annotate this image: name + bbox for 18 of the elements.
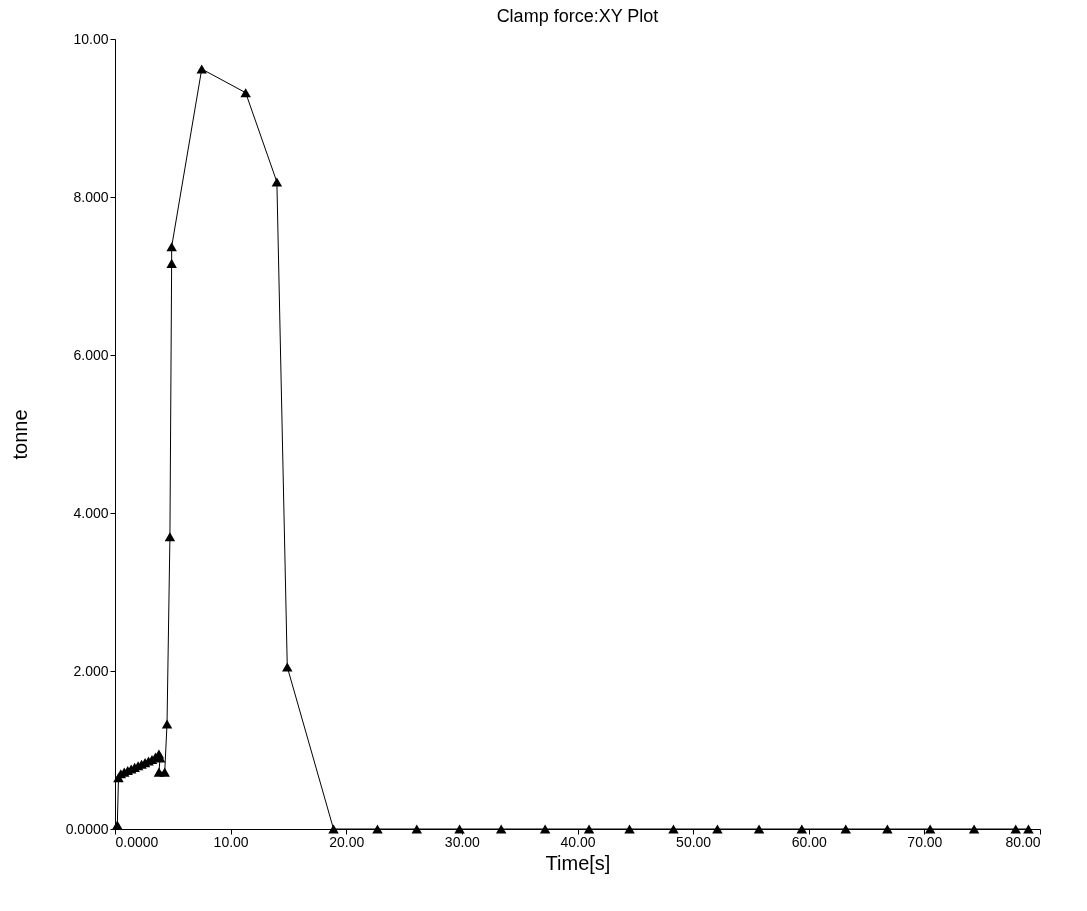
x-tick-label: 30.00 (444, 833, 481, 850)
x-tick-label: 20.00 (329, 833, 365, 850)
y-tick-label: 4.000 (73, 504, 109, 521)
y-axis-title: tonne (8, 409, 31, 460)
y-tick-label: 0.0000 (65, 820, 109, 837)
x-tick-label: 0.0000 (115, 833, 159, 850)
chart-title: Clamp force:XY Plot (496, 6, 659, 26)
x-axis-title: Time[s] (545, 851, 611, 874)
x-tick-label: 80.00 (1005, 833, 1041, 850)
y-tick-label: 6.000 (73, 346, 109, 363)
x-tick-label: 70.00 (907, 833, 943, 850)
x-tick-label: 10.00 (213, 833, 249, 850)
x-tick-label: 50.00 (676, 833, 712, 850)
y-tick-label: 2.000 (73, 662, 109, 679)
y-tick-label: 8.000 (73, 188, 109, 205)
x-tick-label: 60.00 (791, 833, 827, 850)
y-tick-label: 10.00 (73, 30, 109, 47)
x-tick-label: 40.00 (560, 833, 596, 850)
